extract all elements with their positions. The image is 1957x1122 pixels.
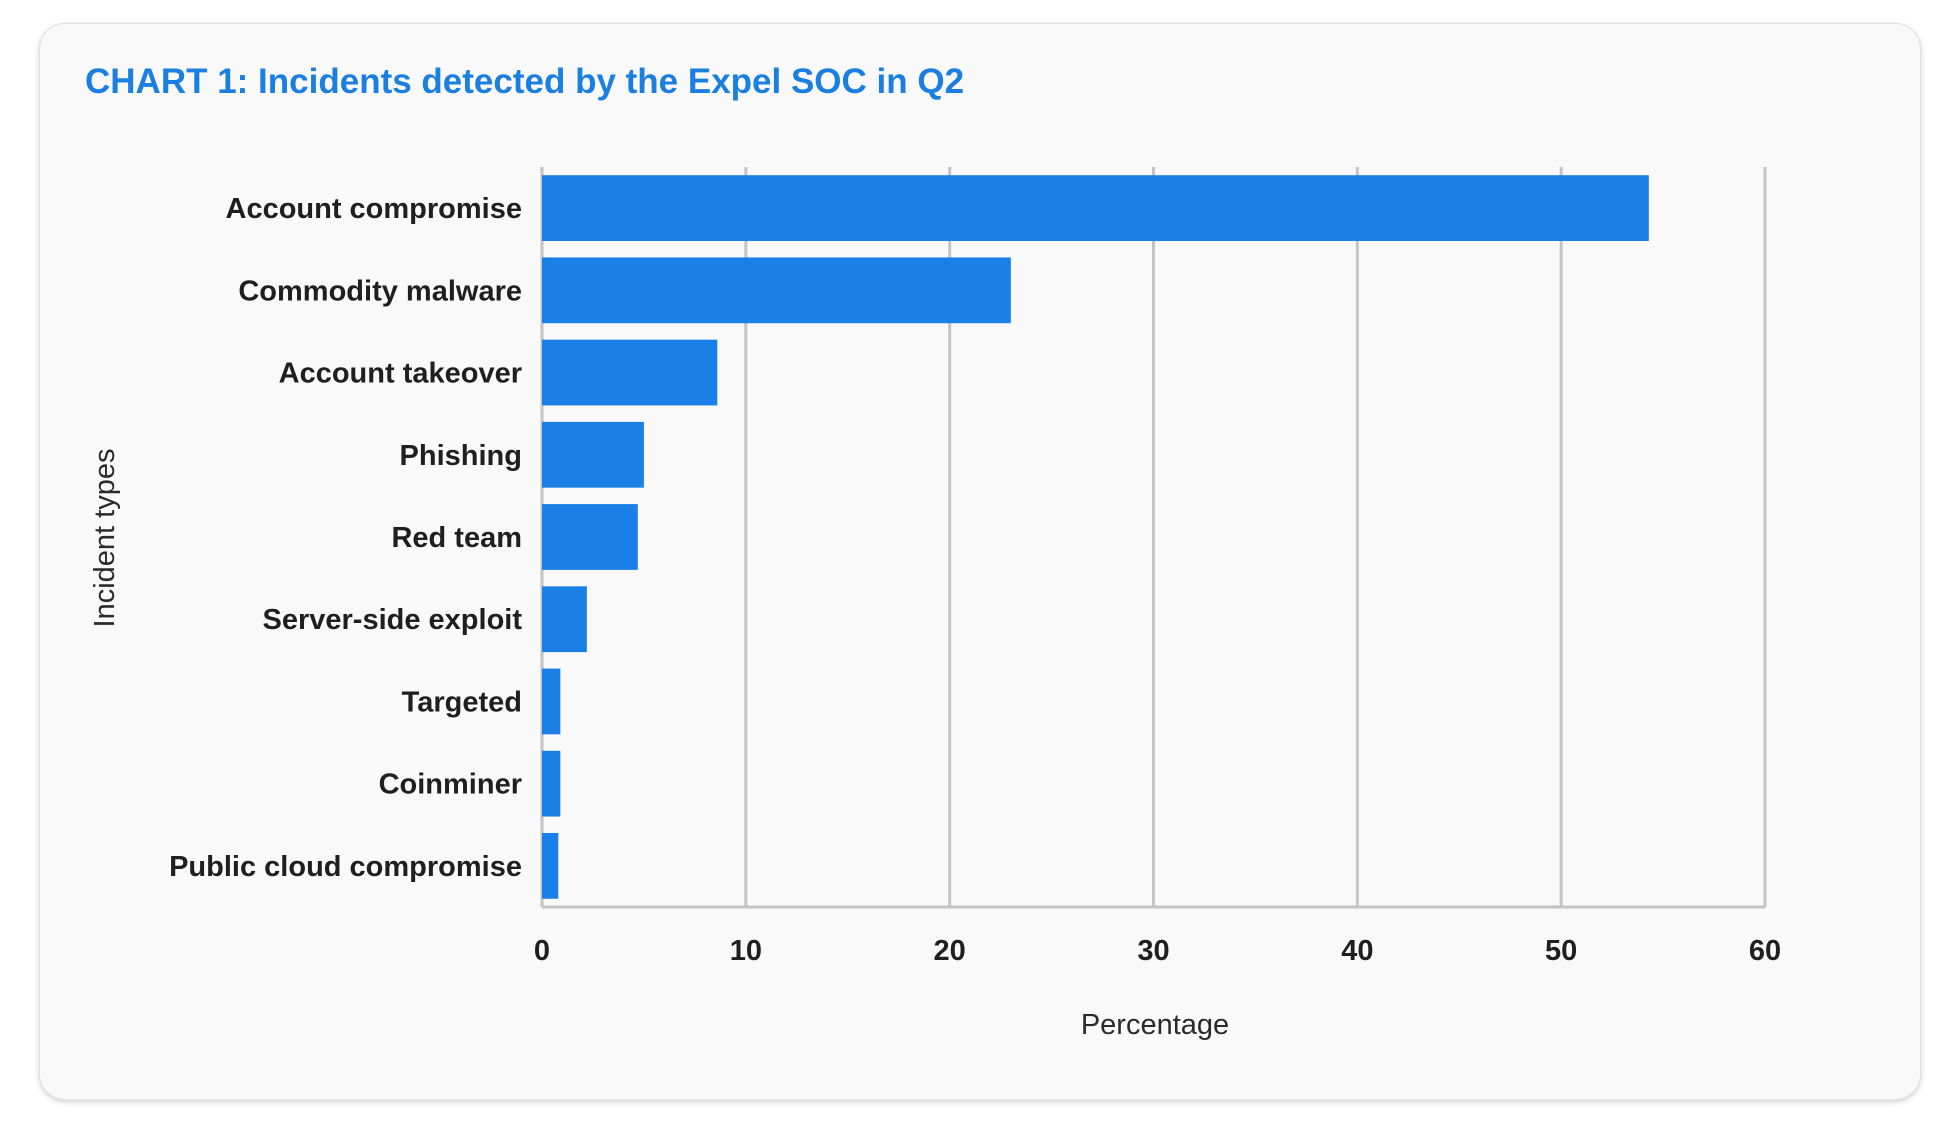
bar-public-cloud-compromise: [542, 833, 559, 899]
category-label-commodity-malware: Commodity malware: [238, 275, 522, 307]
x-tick-label-10: 10: [730, 935, 762, 967]
bar-targeted: [542, 668, 561, 735]
y-axis-title: Incident types: [89, 449, 121, 628]
bars: [542, 175, 1649, 899]
bar-coinminer: [542, 750, 561, 817]
bar-account-compromise: [542, 175, 1649, 241]
category-label-account-compromise: Account compromise: [226, 193, 523, 225]
category-label-account-takeover: Account takeover: [279, 358, 522, 390]
x-tick-label-40: 40: [1341, 935, 1373, 967]
chart-title: CHART 1: Incidents detected by the Expel…: [85, 62, 965, 101]
bar-account-takeover: [542, 339, 718, 406]
bar-server-side-exploit: [542, 586, 587, 653]
category-label-server-side-exploit: Server-side exploit: [263, 604, 523, 636]
bar-red-team: [542, 504, 638, 570]
bar-commodity-malware: [542, 257, 1011, 324]
x-tick-label-0: 0: [534, 935, 550, 967]
x-axis-title: Percentage: [1081, 1009, 1229, 1041]
x-tick-label-20: 20: [934, 935, 966, 967]
x-tick-label-50: 50: [1545, 935, 1577, 967]
x-tick-label-30: 30: [1137, 935, 1169, 967]
category-label-phishing: Phishing: [400, 440, 522, 472]
category-label-coinminer: Coinminer: [379, 769, 522, 801]
category-label-red-team: Red team: [391, 522, 522, 554]
x-tick-labels: 0 10 20 30 40 50 60: [534, 935, 1781, 967]
category-label-public-cloud-compromise: Public cloud compromise: [169, 851, 522, 883]
category-label-targeted: Targeted: [402, 686, 522, 718]
bar-phishing: [542, 421, 644, 488]
x-tick-label-60: 60: [1749, 935, 1781, 967]
category-labels: Account compromise Commodity malware Accou…: [169, 193, 522, 883]
